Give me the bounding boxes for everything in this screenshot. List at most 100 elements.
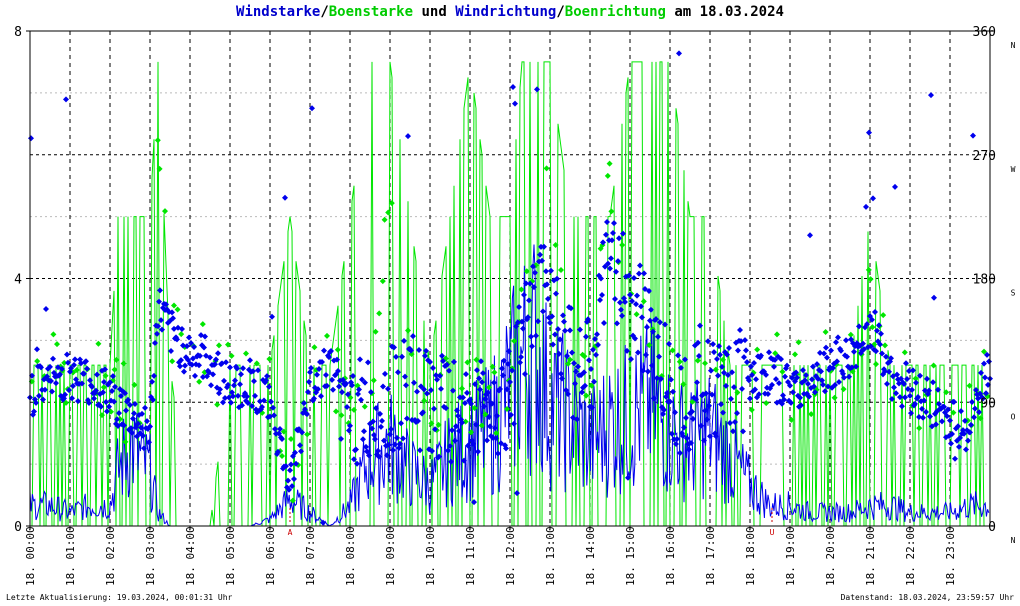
gust-direction-point [640, 298, 647, 305]
gust-direction-point [154, 137, 161, 144]
wind-direction-point [569, 349, 575, 356]
wind-direction-point [748, 363, 754, 370]
gust-direction-point [113, 356, 120, 363]
wind-direction-point [727, 419, 733, 426]
wind-direction-point [573, 368, 579, 375]
wind-direction-point [371, 432, 377, 439]
gust-direction-point [966, 382, 973, 389]
wind-direction-point [678, 364, 684, 371]
gust-direction-point [831, 394, 838, 401]
wind-direction-point [512, 100, 518, 107]
wind-direction-point [882, 368, 888, 375]
wind-direction-point [134, 433, 140, 440]
wind-direction-point [944, 413, 950, 420]
wind-direction-point [693, 396, 699, 403]
gust-direction-point [518, 286, 525, 293]
wind-direction-point [645, 368, 651, 375]
wind-direction-point [159, 326, 165, 333]
gust-direction-point [788, 416, 795, 423]
wind-direction-point [595, 341, 601, 348]
wind-direction-point [89, 383, 95, 390]
title-windrichtung: Windrichtung [455, 4, 557, 20]
wind-direction-point [357, 356, 363, 363]
wind-direction-point [644, 324, 650, 331]
wind-direction-point [511, 420, 517, 427]
wind-direction-point [919, 405, 925, 412]
wind-direction-point [399, 353, 405, 360]
wind-direction-point [189, 361, 195, 368]
wind-direction-point [884, 380, 890, 387]
wind-direction-point [589, 404, 595, 411]
wind-direction-point [477, 386, 483, 393]
wind-direction-point [275, 448, 281, 455]
wind-direction-point [534, 86, 540, 93]
wind-direction-point [223, 359, 229, 366]
wind-direction-point [832, 382, 838, 389]
wind-direction-point [227, 364, 233, 371]
wind-direction-point [658, 375, 664, 382]
wind-direction-point [110, 373, 116, 380]
wind-direction-point [449, 427, 455, 434]
wind-direction-point [897, 394, 903, 401]
wind-direction-point [673, 441, 679, 448]
wind-direction-point [889, 396, 895, 403]
wind-direction-point [43, 305, 49, 312]
wind-direction-point [972, 405, 978, 412]
wind-direction-point [366, 452, 372, 459]
wind-direction-point [91, 395, 97, 402]
wind-direction-point [917, 372, 923, 379]
wind-direction-point [174, 336, 180, 343]
wind-direction-point [698, 422, 704, 429]
wind-direction-point [735, 347, 741, 354]
wind-direction-point [31, 408, 37, 415]
wind-direction-point [983, 390, 989, 397]
wind-direction-point [296, 426, 302, 433]
wind-direction-point [157, 287, 163, 294]
wind-direction-point [328, 348, 334, 355]
wind-direction-point [363, 443, 369, 450]
wind-direction-point [574, 416, 580, 423]
wind-direction-point [909, 386, 915, 393]
wind-direction-point [361, 428, 367, 435]
wind-direction-point [212, 361, 218, 368]
wind-direction-point [390, 447, 396, 454]
wind-direction-point [400, 435, 406, 442]
wind-direction-point [694, 379, 700, 386]
wind-direction-point [462, 400, 468, 407]
wind-direction-point [230, 393, 236, 400]
wind-direction-point [438, 385, 444, 392]
wind-direction-point [470, 440, 476, 447]
wind-direction-point [71, 361, 77, 368]
wind-direction-point [503, 445, 509, 452]
wind-direction-point [377, 410, 383, 417]
wind-direction-point [311, 395, 317, 402]
wind-direction-point [741, 354, 747, 361]
wind-direction-point [956, 443, 962, 450]
wind-direction-point [287, 467, 293, 474]
wind-direction-point [497, 386, 503, 393]
wind-direction-point [264, 373, 270, 380]
wind-direction-point [593, 351, 599, 358]
wind-direction-point [522, 370, 528, 377]
gust-direction-point [471, 404, 478, 411]
gust-direction-point [772, 350, 779, 357]
wind-direction-point [647, 317, 653, 324]
wind-direction-point [320, 519, 326, 526]
wind-direction-point [657, 319, 663, 326]
wind-direction-point [567, 327, 573, 334]
wind-direction-point [958, 408, 964, 415]
wind-direction-point [304, 411, 310, 418]
wind-direction-point [724, 351, 730, 358]
wind-direction-point [641, 270, 647, 277]
wind-direction-point [553, 290, 559, 297]
wind-direction-point [843, 337, 849, 344]
wind-direction-point [68, 365, 74, 372]
wind-direction-point [585, 316, 591, 323]
wind-direction-point [72, 356, 78, 363]
wind-direction-point [554, 275, 560, 282]
gust-direction-point [840, 386, 847, 393]
wind-direction-point [122, 390, 128, 397]
wind-direction-point [150, 396, 156, 403]
wind-direction-point [873, 348, 879, 355]
gust-direction-point [351, 406, 357, 413]
